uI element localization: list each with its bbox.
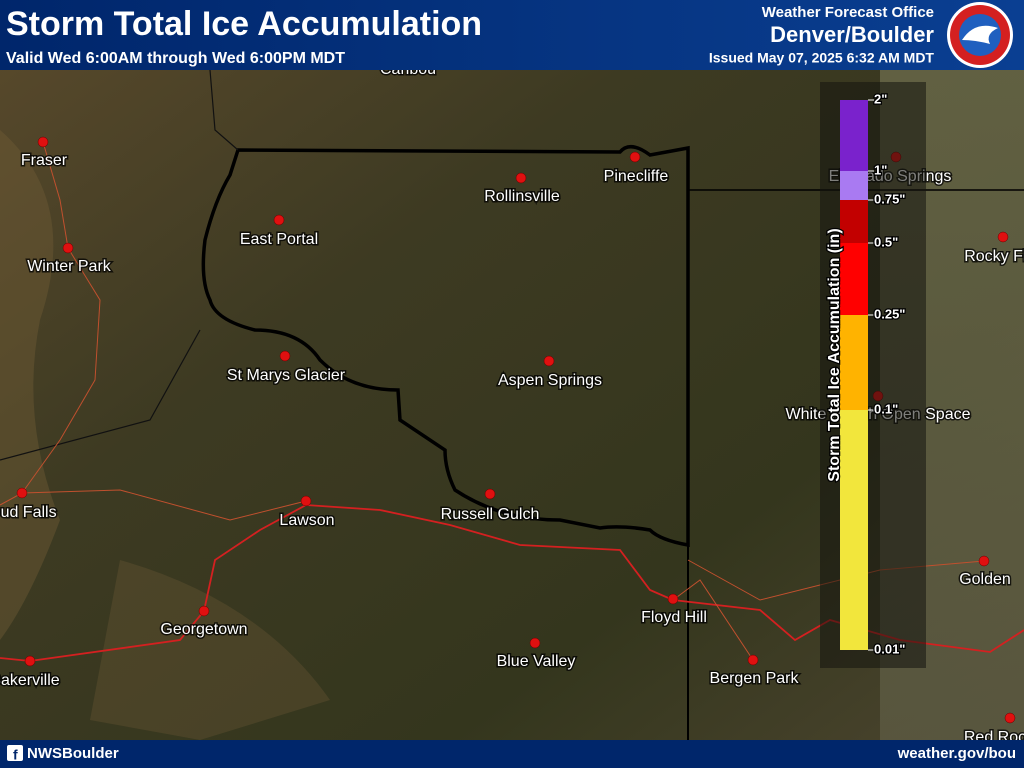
legend-label: 2" (874, 91, 887, 106)
place-label: Rollinsville (484, 188, 560, 205)
boundary-line (0, 69, 239, 461)
header-subtitle: Valid Wed 6:00AM through Wed 6:00PM MDT (6, 50, 345, 67)
office-name: Weather Forecast Office (762, 4, 934, 21)
legend-label: 1" (874, 162, 887, 177)
legend-label: 0.75" (874, 191, 905, 206)
legend-swatch (840, 243, 868, 315)
place-label: Rocky Flats (964, 248, 1024, 265)
place-label: East Portal (240, 231, 318, 248)
place-marker (629, 151, 641, 163)
place-label: Bakerville (0, 672, 60, 689)
place-marker (198, 605, 210, 617)
place-marker (62, 242, 74, 254)
place-marker (978, 555, 990, 567)
road (21, 141, 101, 494)
legend-swatch (840, 100, 868, 171)
issued-time: Issued May 07, 2025 6:32 AM MDT (709, 50, 935, 66)
facebook-icon-letter: f (13, 747, 18, 763)
place-label: Bergen Park (710, 670, 800, 687)
legend-swatch (840, 410, 868, 650)
website-url[interactable]: weather.gov/bou (897, 745, 1016, 762)
place-marker (997, 231, 1009, 243)
place-label: Pinecliffe (604, 168, 669, 185)
place-marker (667, 593, 679, 605)
place-marker (529, 637, 541, 649)
place-marker (747, 654, 759, 666)
legend-swatch (840, 171, 868, 200)
place-marker (1004, 712, 1016, 724)
place-marker (484, 488, 496, 500)
place-label: Fraser (21, 152, 68, 169)
place-label: Lawson (279, 512, 334, 529)
legend-label: 0.5" (874, 234, 898, 249)
place-label: Russell Gulch (441, 506, 540, 523)
place-marker (300, 495, 312, 507)
place-marker (24, 655, 36, 667)
facebook-icon (7, 745, 23, 761)
terrain-shade (0, 130, 60, 640)
legend-label: 0.1" (874, 401, 898, 416)
place-label: Floyd Hill (641, 609, 707, 626)
header-title: Storm Total Ice Accumulation (6, 5, 482, 43)
legend-label: 0.25" (874, 306, 905, 321)
nws-logo (947, 2, 1013, 68)
place-marker (279, 350, 291, 362)
place-label: Golden (959, 571, 1011, 588)
place-label: Winter Park (27, 258, 112, 275)
place-marker (273, 214, 285, 226)
place-label: Blue Valley (497, 653, 576, 670)
place-label: Georgetown (160, 621, 247, 638)
road (0, 489, 307, 521)
place-label: St Marys Glacier (227, 367, 346, 384)
legend-swatch (840, 315, 868, 410)
legend-title: Storm Total Ice Accumulation (in) (826, 228, 843, 481)
place-marker (37, 136, 49, 148)
place-marker (16, 487, 28, 499)
place-marker (543, 355, 555, 367)
social-handle[interactable]: NWSBoulder (27, 745, 119, 762)
place-marker (515, 172, 527, 184)
legend-swatch (840, 200, 868, 243)
county-boundary (201, 145, 690, 548)
place-label: Aspen Springs (498, 372, 602, 389)
office-location: Denver/Boulder (770, 22, 934, 47)
legend-label: 0.01" (874, 641, 905, 656)
footer-bar (0, 740, 1024, 768)
header-bar (0, 0, 1024, 70)
legend-panel (820, 82, 926, 668)
terrain-shade (90, 560, 330, 740)
legend: 2" 1" 0.75" 0.5" 0.25" 0.1" 0.01" (840, 90, 907, 658)
place-label: Berthoud Falls (0, 504, 57, 521)
